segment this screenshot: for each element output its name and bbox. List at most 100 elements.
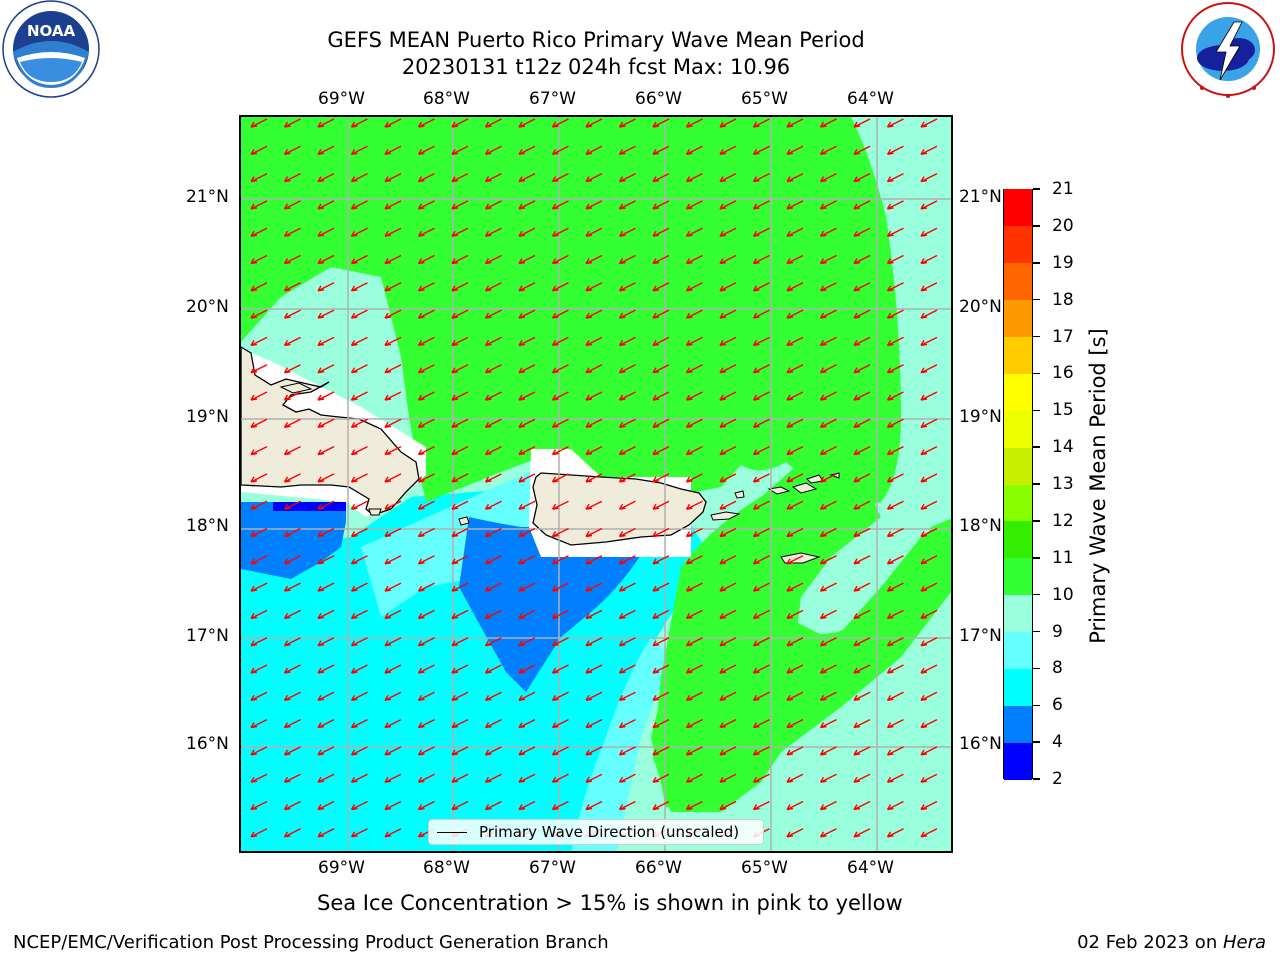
wave-arrow-494	[618, 746, 636, 756]
wave-arrow-483	[250, 746, 268, 756]
wave-arrow-223	[685, 391, 703, 401]
wave-arrow-136	[585, 282, 603, 292]
wave-arrow-457	[786, 691, 804, 701]
wave-arrow-161	[719, 309, 737, 319]
wave-arrow-418	[886, 637, 904, 647]
wave-arrow-520	[786, 773, 804, 783]
colorbar-tick-label-12: 17	[1052, 326, 1074, 347]
wave-arrow-95	[618, 227, 636, 237]
wave-arrow-344	[518, 555, 536, 565]
wave-arrow-523	[886, 773, 904, 783]
wave-arrow-335	[920, 527, 938, 538]
wave-arrow-547	[283, 828, 301, 838]
wave-arrow-149	[317, 309, 335, 319]
wave-arrow-402	[350, 637, 368, 647]
wave-arrow-282	[551, 473, 569, 483]
wave-arrow-262	[585, 445, 603, 456]
wave-arrow-345	[551, 555, 569, 565]
wave-arrow-86	[317, 227, 335, 237]
wave-arrow-152	[417, 309, 435, 319]
wave-arrow-123	[853, 254, 871, 265]
wave-arrow-353	[819, 555, 837, 565]
wave-arrow-401	[317, 637, 335, 647]
wave-arrow-141	[752, 282, 770, 292]
colorbar-tick-mark-9	[1033, 446, 1040, 448]
wave-arrow-32	[618, 145, 636, 155]
wave-arrow-12	[652, 118, 670, 128]
map-panel	[239, 115, 953, 853]
wave-arrow-220	[585, 391, 603, 401]
lon-tick-top-69w: 69°W	[318, 89, 365, 109]
wave-arrow-343	[484, 555, 502, 565]
wave-arrow-225	[752, 391, 770, 401]
wave-arrow-325	[585, 527, 603, 538]
wave-arrow-171	[350, 336, 368, 347]
wave-arrow-355	[886, 555, 904, 565]
noaa-logo-text: NOAA	[26, 22, 76, 40]
wave-arrow-509	[417, 773, 435, 783]
wave-arrow-244	[685, 418, 703, 428]
wave-arrow-101	[819, 227, 837, 237]
wave-arrow-39	[853, 145, 871, 155]
wave-arrow-500	[819, 746, 837, 756]
wave-arrow-549	[350, 828, 368, 838]
wave-arrow-286	[685, 473, 703, 483]
wave-arrow-90	[451, 227, 469, 237]
wave-arrow-495	[652, 746, 670, 756]
wave-arrow-34	[685, 145, 703, 155]
wave-arrow-486	[350, 746, 368, 756]
wave-arrow-257	[417, 445, 435, 456]
wave-arrow-346	[585, 555, 603, 565]
wave-arrow-452	[618, 691, 636, 701]
wave-arrow-462	[250, 718, 268, 729]
wave-arrow-296	[317, 500, 335, 510]
wave-arrow-205	[786, 364, 804, 374]
wave-arrow-368	[618, 582, 636, 592]
wave-arrow-565	[886, 828, 904, 838]
wave-arrow-275	[317, 473, 335, 483]
wave-arrow-72	[551, 200, 569, 210]
wave-arrow-482	[920, 718, 938, 729]
wave-arrow-414	[752, 637, 770, 647]
wave-arrow-307	[685, 500, 703, 510]
wave-arrow-367	[585, 582, 603, 592]
wave-arrow-532	[484, 800, 502, 811]
footer-host: Hera	[1222, 932, 1266, 953]
wave-arrow-167	[920, 309, 938, 319]
wave-arrow-66	[350, 200, 368, 210]
wave-arrow-389	[618, 609, 636, 620]
wave-arrow-200	[618, 364, 636, 374]
wave-arrow-94	[585, 227, 603, 237]
wave-arrow-385	[484, 609, 502, 620]
wave-arrow-419	[920, 637, 938, 647]
wave-arrow-332	[819, 527, 837, 538]
wave-arrow-188	[920, 336, 938, 347]
wave-arrow-324	[551, 527, 569, 538]
wave-arrow-254	[317, 445, 335, 456]
wave-arrow-98	[719, 227, 737, 237]
wave-arrow-519	[752, 773, 770, 783]
legend-label: Primary Wave Direction (unscaled)	[479, 823, 740, 841]
wave-arrow-124	[886, 254, 904, 265]
wave-arrow-40	[886, 145, 904, 155]
colorbar-tick-mark-14	[1033, 262, 1040, 264]
colorbar-tick-mark-3	[1033, 667, 1040, 670]
wave-arrow-475	[685, 718, 703, 729]
wave-arrow-449	[518, 691, 536, 701]
wave-arrow-490	[484, 746, 502, 756]
wave-arrow-64	[283, 200, 301, 210]
wave-arrow-491	[518, 746, 536, 756]
wave-arrow-43	[283, 172, 301, 183]
wave-arrow-517	[685, 773, 703, 783]
footer-date-text: 02 Feb 2023 on	[1077, 932, 1223, 953]
wave-arrow-25	[384, 145, 402, 155]
wave-arrow-319	[384, 527, 402, 538]
wave-arrow-298	[384, 500, 402, 510]
wave-arrow-112	[484, 254, 502, 265]
map-legend: Primary Wave Direction (unscaled)	[428, 819, 764, 845]
colorbar-tick-label-1: 4	[1052, 732, 1063, 753]
lon-tick-top-68w: 68°W	[423, 89, 470, 109]
wave-arrow-104	[920, 227, 938, 237]
wave-arrow-539	[719, 800, 737, 811]
lon-tick-bottom-64w: 64°W	[847, 858, 894, 878]
